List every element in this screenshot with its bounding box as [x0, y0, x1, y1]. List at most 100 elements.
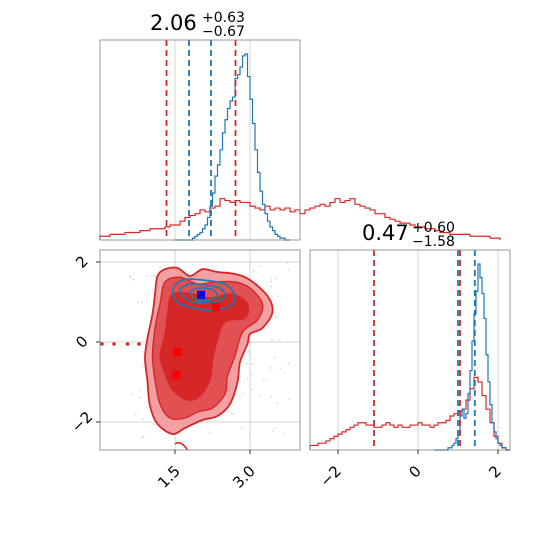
outlier-dot — [112, 342, 116, 346]
scatter-point — [251, 388, 253, 391]
marker-square — [197, 290, 205, 299]
scatter-point — [274, 356, 276, 359]
scatter-point — [282, 432, 285, 435]
scatter-point — [250, 341, 252, 344]
contour-blue-level-1 — [179, 282, 226, 304]
scatter-point — [279, 339, 281, 341]
scatter-point — [240, 427, 243, 430]
scatter-point — [286, 262, 289, 264]
hist2-title-value: 0.47 — [362, 221, 409, 245]
scatter-point — [270, 367, 273, 369]
scatter-point — [267, 325, 269, 328]
panel-hist-param1: 2.06 +0.63 −0.67 — [99, 10, 501, 241]
scatter-point — [250, 373, 252, 376]
hist2-frame — [309, 249, 511, 451]
xtick-label: 2 — [485, 462, 504, 481]
scatter-point — [232, 413, 234, 416]
outlier-dot — [100, 342, 104, 346]
scatter-point — [142, 435, 145, 438]
outlier-dot — [125, 342, 130, 346]
scatter-point — [132, 278, 135, 281]
scatter-point — [276, 402, 278, 404]
contour-yticks: −2 0 2 — [68, 252, 100, 436]
scatter-point — [251, 363, 254, 366]
scatter-point — [245, 362, 247, 365]
scatter-point — [276, 295, 279, 297]
scatter-point — [153, 423, 156, 426]
xtick-label: 3.0 — [229, 462, 259, 492]
panel-contour: 1.5 3.0 −2 0 2 — [68, 249, 301, 492]
marker-square — [173, 348, 182, 356]
scatter-point — [270, 280, 273, 283]
hist2-quantile-lines — [373, 250, 476, 450]
scatter-point — [226, 270, 228, 273]
scatter-point — [151, 275, 153, 277]
ytick-label: −2 — [68, 408, 96, 436]
xtick-label: 1.5 — [154, 462, 184, 492]
hist1-grid — [174, 40, 251, 240]
marker-square — [172, 370, 181, 379]
scatter-point — [270, 285, 273, 288]
contour-markers — [172, 290, 220, 379]
scatter-point — [247, 351, 250, 353]
hist1-title-upper: +0.63 — [202, 10, 245, 26]
hist1-title-value: 2.06 — [150, 11, 197, 35]
scatter-point — [230, 411, 232, 414]
hist1-series — [99, 53, 501, 241]
scatter-point — [259, 394, 262, 397]
contour-blue-level-2 — [189, 287, 219, 302]
scatter-point — [138, 389, 141, 391]
scatter-point — [129, 276, 132, 279]
scatter-point — [274, 317, 277, 320]
scatter-point — [159, 266, 161, 269]
scatter-point — [252, 270, 255, 273]
hist2-xticks: −2 0 2 — [316, 450, 505, 490]
scatter-point — [142, 418, 144, 420]
scatter-point — [271, 338, 273, 341]
scatter-point — [147, 293, 149, 295]
scatter-point — [130, 393, 133, 396]
hist-series-0 — [99, 198, 501, 240]
contour-fills — [100, 266, 274, 451]
scatter-point — [139, 396, 141, 399]
scatter-point — [258, 265, 261, 268]
hist1-quantile-lines — [165, 40, 237, 240]
outlier-dot — [137, 342, 141, 346]
scatter-point — [270, 277, 273, 280]
scatter-point — [246, 378, 249, 380]
scatter-point — [239, 395, 241, 397]
scatter-point — [141, 365, 144, 368]
contour-blue-level-0 — [171, 278, 236, 311]
scatter-point — [263, 378, 265, 381]
scatter-point — [141, 436, 143, 439]
scatter-point — [129, 275, 131, 277]
contour-blue-levels — [171, 278, 236, 311]
scatter-point — [288, 362, 290, 365]
hist1-frame — [99, 39, 301, 241]
marker-square — [212, 302, 220, 311]
scatter-point — [153, 274, 156, 276]
contour-red-inner — [159, 291, 250, 401]
scatter-point — [249, 432, 251, 435]
scatter-point — [272, 430, 274, 433]
hist2-grid — [337, 250, 499, 450]
scatter-point — [137, 301, 140, 304]
scatter-point — [135, 413, 137, 415]
scatter-point — [288, 398, 291, 401]
scatter-point — [141, 301, 143, 303]
scatter-point — [208, 431, 211, 434]
xtick-label: −2 — [316, 462, 344, 490]
scatter-point — [288, 269, 290, 271]
hist-series-0 — [309, 376, 510, 451]
scatter-point — [242, 393, 245, 395]
scatter-point — [146, 275, 149, 278]
contour-frame — [99, 249, 301, 451]
ytick-label: 2 — [72, 252, 91, 271]
contour-xticks: 1.5 3.0 — [154, 450, 259, 492]
scatter-point — [274, 427, 277, 430]
scatter-point — [275, 277, 277, 279]
hist1-title-lower: −0.67 — [202, 24, 245, 40]
hist2-title-lower: −1.58 — [412, 234, 455, 250]
scatter-point — [276, 316, 279, 318]
